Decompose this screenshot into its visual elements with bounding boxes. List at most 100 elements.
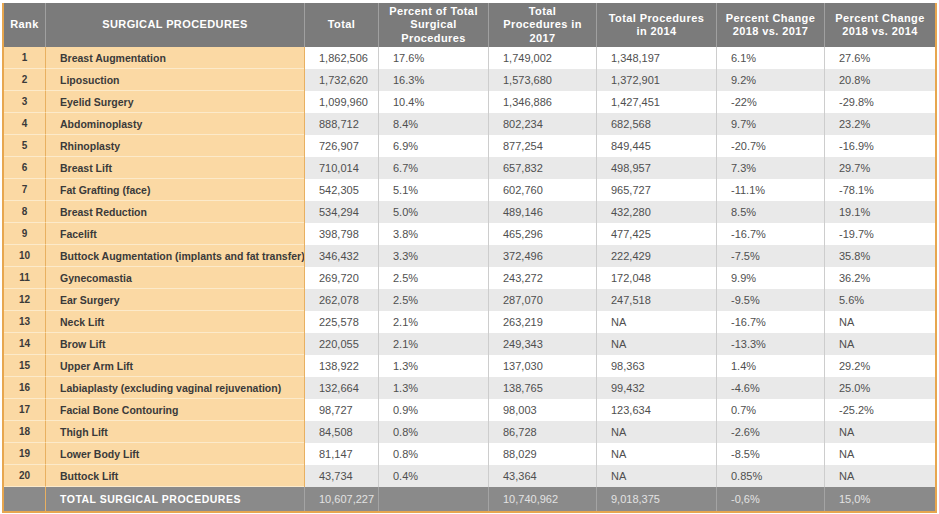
cell-total-2014: 172,048 (596, 267, 716, 289)
cell-procedure: Breast Reduction (45, 201, 304, 223)
cell-procedure: Liposuction (45, 69, 304, 91)
table-row: 18Thigh Lift84,5080.8%86,728NA-2.6%NA (4, 421, 935, 443)
cell-total: 398,798 (304, 223, 378, 245)
cell-total-2017: 137,030 (488, 355, 596, 377)
cell-total-2014: 432,280 (596, 201, 716, 223)
col-header-procedure: SURGICAL PROCEDURES (45, 3, 304, 47)
cell-rank: 11 (4, 267, 45, 289)
cell-total: 888,712 (304, 113, 378, 135)
cell-procedure: Labiaplasty (excluding vaginal rejuvenat… (45, 377, 304, 399)
cell-rank: 8 (4, 201, 45, 223)
cell-pct-total: 3.8% (378, 223, 488, 245)
cell-rank: 18 (4, 421, 45, 443)
table-row: 15Upper Arm Lift138,9221.3%137,03098,363… (4, 355, 935, 377)
cell-total-2014: 99,432 (596, 377, 716, 399)
total-cell-total-2014: 9,018,375 (596, 487, 716, 511)
cell-chg-2018-2014: NA (824, 311, 935, 333)
cell-chg-2018-2014: 29.7% (824, 157, 935, 179)
cell-total-2017: 877,254 (488, 135, 596, 157)
cell-rank: 3 (4, 91, 45, 113)
table-footer: TOTAL SURGICAL PROCEDURES10,607,22710,74… (4, 487, 935, 511)
cell-total-2017: 287,070 (488, 289, 596, 311)
cell-procedure: Abdominoplasty (45, 113, 304, 135)
table-row: 17Facial Bone Contouring98,7270.9%98,003… (4, 399, 935, 421)
cell-total: 726,907 (304, 135, 378, 157)
cell-total: 220,055 (304, 333, 378, 355)
cell-pct-total: 16.3% (378, 69, 488, 91)
cell-rank: 16 (4, 377, 45, 399)
cell-total-2017: 1,749,002 (488, 47, 596, 69)
cell-rank: 19 (4, 443, 45, 465)
cell-chg-2018-2014: 36.2% (824, 267, 935, 289)
cell-total: 1,732,620 (304, 69, 378, 91)
total-cell-total-2017: 10,740,962 (488, 487, 596, 511)
cell-chg-2018-2014: 25.0% (824, 377, 935, 399)
cell-pct-total: 1.3% (378, 355, 488, 377)
cell-chg-2018-2017: -8.5% (716, 443, 824, 465)
total-cell-chg-2018-2014: 15,0% (824, 487, 935, 511)
table-row: 16Labiaplasty (excluding vaginal rejuven… (4, 377, 935, 399)
cell-chg-2018-2017: 0.85% (716, 465, 824, 487)
cell-total-2017: 98,003 (488, 399, 596, 421)
cell-procedure: Gynecomastia (45, 267, 304, 289)
cell-chg-2018-2014: 23.2% (824, 113, 935, 135)
cell-pct-total: 0.8% (378, 421, 488, 443)
cell-rank: 4 (4, 113, 45, 135)
table-row: 12Ear Surgery262,0782.5%287,070247,518-9… (4, 289, 935, 311)
table-row: 19Lower Body Lift81,1470.8%88,029NA-8.5%… (4, 443, 935, 465)
cell-chg-2018-2014: NA (824, 465, 935, 487)
cell-chg-2018-2014: NA (824, 421, 935, 443)
cell-rank: 10 (4, 245, 45, 267)
cell-total-2017: 802,234 (488, 113, 596, 135)
cell-total-2014: 498,957 (596, 157, 716, 179)
cell-pct-total: 0.8% (378, 443, 488, 465)
cell-procedure: Facial Bone Contouring (45, 399, 304, 421)
cell-total-2017: 1,573,680 (488, 69, 596, 91)
cell-chg-2018-2017: 9.2% (716, 69, 824, 91)
cell-total-2017: 88,029 (488, 443, 596, 465)
cell-total-2017: 602,760 (488, 179, 596, 201)
cell-chg-2018-2014: NA (824, 443, 935, 465)
cell-rank: 7 (4, 179, 45, 201)
col-header-rank: Rank (4, 3, 45, 47)
cell-chg-2018-2017: 9.9% (716, 267, 824, 289)
cell-chg-2018-2017: -16.7% (716, 223, 824, 245)
cell-pct-total: 2.5% (378, 289, 488, 311)
cell-chg-2018-2017: 7.3% (716, 157, 824, 179)
cell-total-2017: 249,343 (488, 333, 596, 355)
cell-chg-2018-2017: 0.7% (716, 399, 824, 421)
cell-chg-2018-2014: 5.6% (824, 289, 935, 311)
cell-total-2017: 263,219 (488, 311, 596, 333)
table-row: 11Gynecomastia269,7202.5%243,272172,0489… (4, 267, 935, 289)
cell-chg-2018-2014: -29.8% (824, 91, 935, 113)
col-header-total-2017: Total Procedures in 2017 (488, 3, 596, 47)
col-header-total-2014: Total Procedures in 2014 (596, 3, 716, 47)
cell-total-2014: NA (596, 443, 716, 465)
cell-procedure: Buttock Augmentation (implants and fat t… (45, 245, 304, 267)
cell-chg-2018-2014: 35.8% (824, 245, 935, 267)
cell-chg-2018-2017: -20.7% (716, 135, 824, 157)
total-cell-procedure: TOTAL SURGICAL PROCEDURES (45, 487, 304, 511)
cell-total-2014: 247,518 (596, 289, 716, 311)
table-row: 13Neck Lift225,5782.1%263,219NA-16.7%NA (4, 311, 935, 333)
cell-chg-2018-2014: NA (824, 333, 935, 355)
cell-rank: 15 (4, 355, 45, 377)
col-header-chg-2018-2017: Percent Change 2018 vs. 2017 (716, 3, 824, 47)
cell-procedure: Breast Augmentation (45, 47, 304, 69)
cell-chg-2018-2014: 19.1% (824, 201, 935, 223)
table-header: RankSURGICAL PROCEDURESTotalPercent of T… (4, 3, 935, 47)
cell-total: 1,099,960 (304, 91, 378, 113)
cell-total-2017: 372,496 (488, 245, 596, 267)
table-row: 5Rhinoplasty726,9076.9%877,254849,445-20… (4, 135, 935, 157)
cell-rank: 20 (4, 465, 45, 487)
cell-pct-total: 0.4% (378, 465, 488, 487)
cell-procedure: Thigh Lift (45, 421, 304, 443)
cell-chg-2018-2017: 6.1% (716, 47, 824, 69)
cell-rank: 17 (4, 399, 45, 421)
cell-total: 1,862,506 (304, 47, 378, 69)
col-header-pct-total: Percent of Total Surgical Procedures (378, 3, 488, 47)
cell-procedure: Upper Arm Lift (45, 355, 304, 377)
cell-chg-2018-2017: -16.7% (716, 311, 824, 333)
cell-total-2014: 123,634 (596, 399, 716, 421)
cell-rank: 6 (4, 157, 45, 179)
